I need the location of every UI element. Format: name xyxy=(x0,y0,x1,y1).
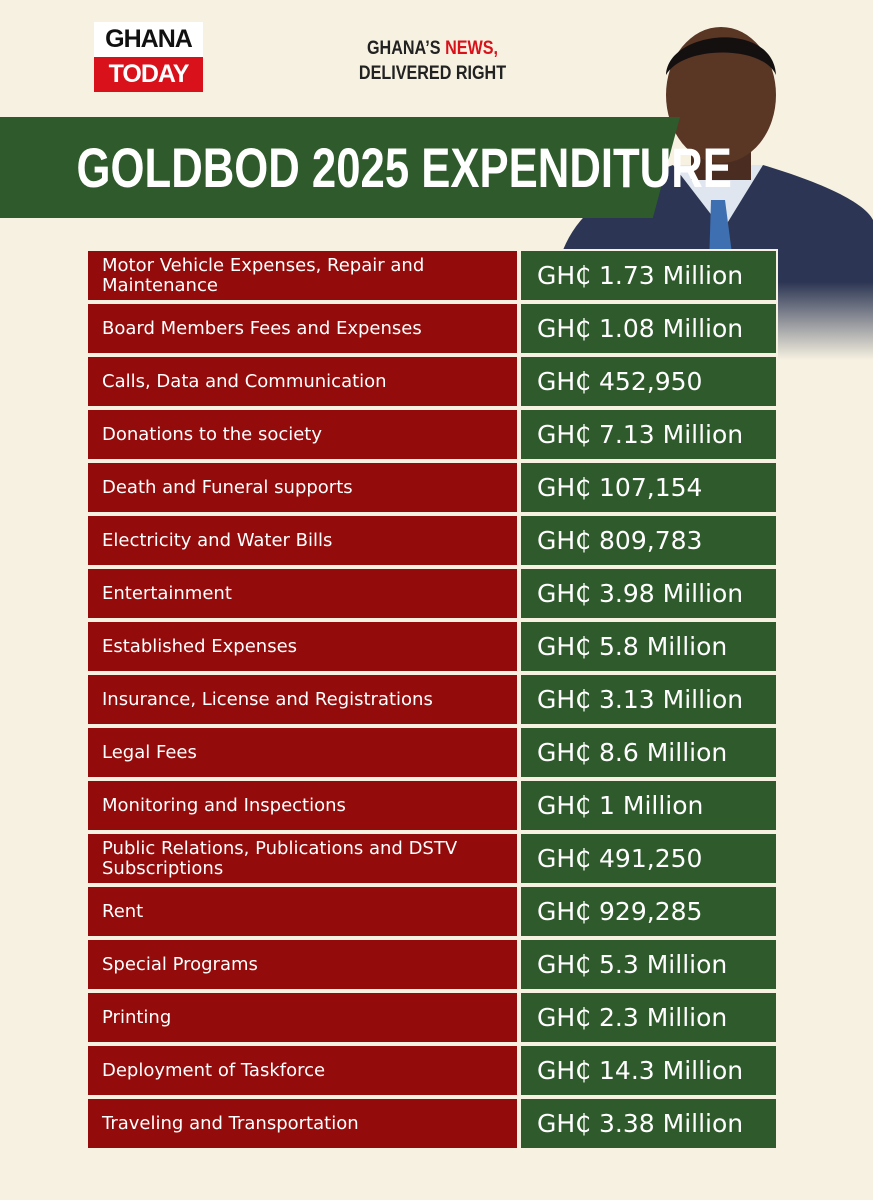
expense-label: Public Relations, Publications and DSTV … xyxy=(86,832,519,885)
expense-amount: GH₵ 14.3 Million xyxy=(519,1044,778,1097)
expenditure-table: Motor Vehicle Expenses, Repair and Maint… xyxy=(86,249,778,1150)
table-row: Electricity and Water Bills GH₵ 809,783 xyxy=(86,514,778,567)
tagline-highlight: NEWS, xyxy=(445,38,499,59)
expense-amount: GH₵ 809,783 xyxy=(519,514,778,567)
title: GOLDBOD 2025 EXPENDITURE xyxy=(76,136,732,199)
expense-amount: GH₵ 5.8 Million xyxy=(519,620,778,673)
logo-line: TODAY xyxy=(94,57,203,92)
logo: GHANA TODAY xyxy=(94,22,203,92)
title-banner xyxy=(0,117,680,218)
table-row: Public Relations, Publications and DSTV … xyxy=(86,832,778,885)
expense-label: Established Expenses xyxy=(86,620,519,673)
expense-amount: GH₵ 5.3 Million xyxy=(519,938,778,991)
expense-amount: GH₵ 491,250 xyxy=(519,832,778,885)
expense-amount: GH₵ 3.38 Million xyxy=(519,1097,778,1150)
tagline-second: DELIVERED RIGHT xyxy=(358,63,507,84)
table-row: Printing GH₵ 2.3 Million xyxy=(86,991,778,1044)
expense-label: Insurance, License and Registrations xyxy=(86,673,519,726)
table-row: Calls, Data and Communication GH₵ 452,950 xyxy=(86,355,778,408)
expense-label: Motor Vehicle Expenses, Repair and Maint… xyxy=(86,249,519,302)
expense-label: Printing xyxy=(86,991,519,1044)
expense-amount: GH₵ 929,285 xyxy=(519,885,778,938)
expense-amount: GH₵ 452,950 xyxy=(519,355,778,408)
expense-label: Special Programs xyxy=(86,938,519,991)
expense-amount: GH₵ 8.6 Million xyxy=(519,726,778,779)
expense-amount: GH₵ 7.13 Million xyxy=(519,408,778,461)
expense-amount: GH₵ 2.3 Million xyxy=(519,991,778,1044)
table-row: Entertainment GH₵ 3.98 Million xyxy=(86,567,778,620)
table-row: Board Members Fees and Expenses GH₵ 1.08 … xyxy=(86,302,778,355)
expense-label: Donations to the society xyxy=(86,408,519,461)
table-row: Death and Funeral supports GH₵ 107,154 xyxy=(86,461,778,514)
expense-amount: GH₵ 1.08 Million xyxy=(519,302,778,355)
logo-line: GHANA xyxy=(94,22,203,57)
expense-label: Entertainment xyxy=(86,567,519,620)
expense-amount: GH₵ 3.13 Million xyxy=(519,673,778,726)
expense-label: Rent xyxy=(86,885,519,938)
table-row: Insurance, License and Registrations GH₵ … xyxy=(86,673,778,726)
tagline-lead: GHANA’S xyxy=(366,38,441,59)
table-row: Special Programs GH₵ 5.3 Million xyxy=(86,938,778,991)
table-row: Legal Fees GH₵ 8.6 Million xyxy=(86,726,778,779)
table-row: Donations to the society GH₵ 7.13 Million xyxy=(86,408,778,461)
table-row: Established Expenses GH₵ 5.8 Million xyxy=(86,620,778,673)
expense-amount: GH₵ 3.98 Million xyxy=(519,567,778,620)
expense-amount: GH₵ 107,154 xyxy=(519,461,778,514)
expense-label: Deployment of Taskforce xyxy=(86,1044,519,1097)
expense-label: Traveling and Transportation xyxy=(86,1097,519,1150)
tagline: GHANA’S NEWS, DELIVERED RIGHT xyxy=(354,36,511,86)
table-row: Rent GH₵ 929,285 xyxy=(86,885,778,938)
expense-label: Legal Fees xyxy=(86,726,519,779)
table-row: Motor Vehicle Expenses, Repair and Maint… xyxy=(86,249,778,302)
expense-amount: GH₵ 1.73 Million xyxy=(519,249,778,302)
expense-amount: GH₵ 1 Million xyxy=(519,779,778,832)
table-row: Traveling and Transportation GH₵ 3.38 Mil… xyxy=(86,1097,778,1150)
expense-label: Electricity and Water Bills xyxy=(86,514,519,567)
table-row: Monitoring and Inspections GH₵ 1 Million xyxy=(86,779,778,832)
expense-label: Board Members Fees and Expenses xyxy=(86,302,519,355)
table-row: Deployment of Taskforce GH₵ 14.3 Million xyxy=(86,1044,778,1097)
expense-label: Death and Funeral supports xyxy=(86,461,519,514)
expense-label: Calls, Data and Communication xyxy=(86,355,519,408)
expense-label: Monitoring and Inspections xyxy=(86,779,519,832)
